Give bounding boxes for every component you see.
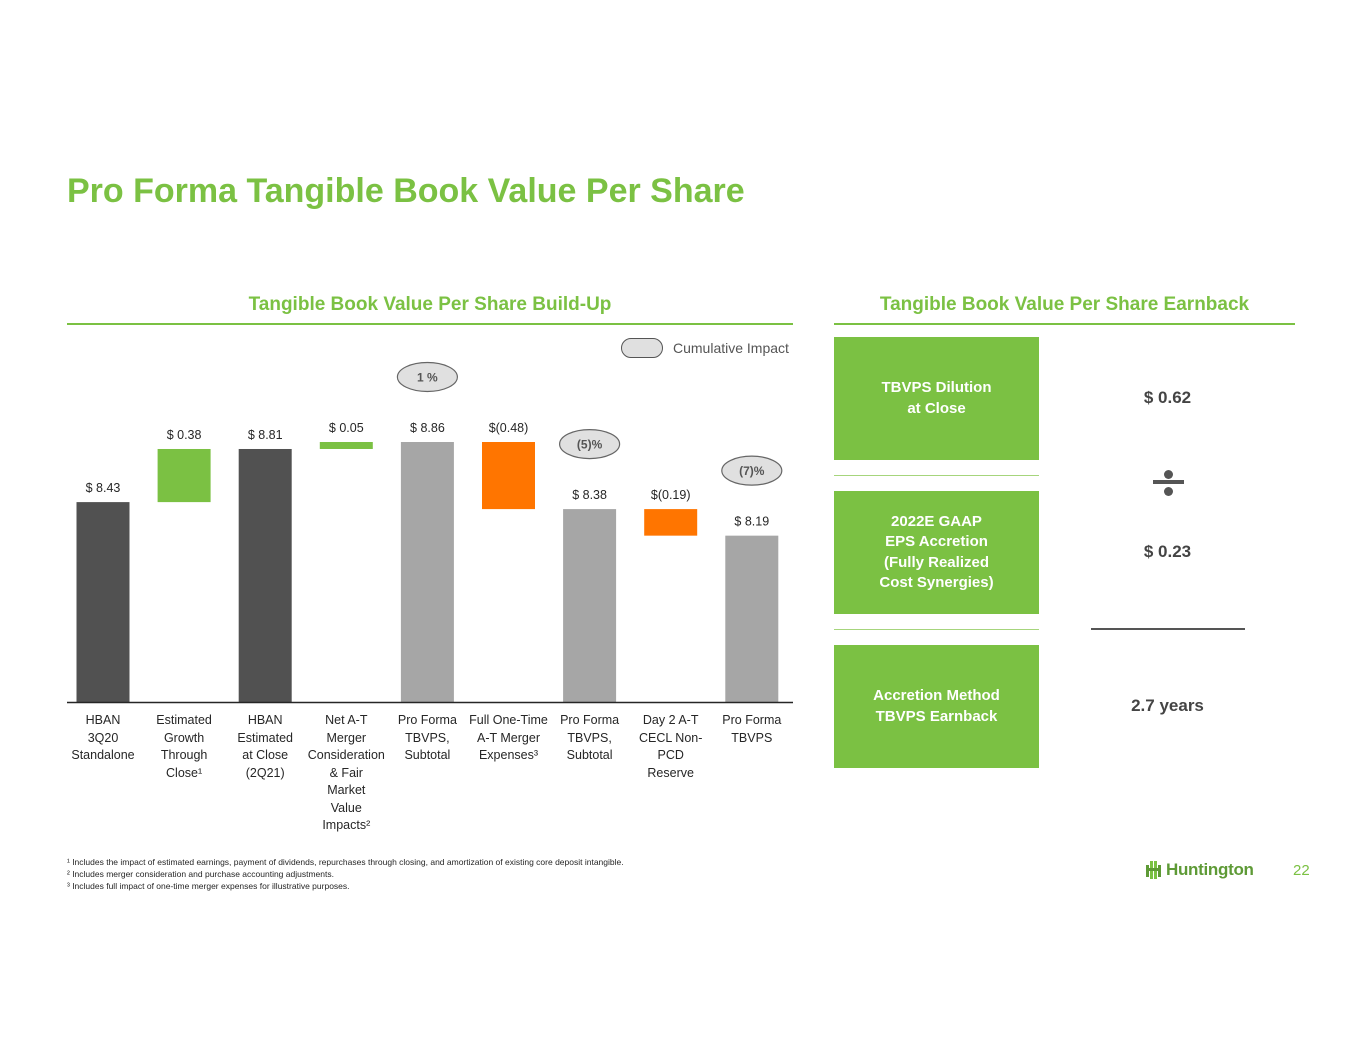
chart-bar — [644, 509, 698, 536]
category-label: HBAN 3Q20 Standalone — [71, 713, 135, 762]
divide-icon — [1152, 468, 1184, 498]
cumulative-impact-label: (5)% — [577, 438, 603, 452]
cumulative-impact-label: 1 % — [417, 371, 438, 385]
category-label: Full One-Time A-T Merger Expenses³ — [469, 713, 548, 762]
cumulative-impact-bubble — [558, 428, 621, 460]
cumulative-impact-bubble — [721, 455, 783, 486]
chart-bar — [563, 509, 617, 702]
logo-text: Huntington — [1166, 860, 1254, 879]
tbvps-dilution-box: TBVPS Dilution at Close — [834, 337, 1039, 460]
legend-bubble-swatch — [621, 338, 663, 358]
footnotes: ¹ Includes the impact of estimated earni… — [67, 856, 624, 892]
chart-bar — [157, 448, 211, 503]
chart-bar — [238, 448, 292, 702]
huntington-logo: Huntington — [1145, 858, 1254, 882]
category-label: Estimated Growth Through Close¹ — [156, 713, 212, 780]
category-label: Pro Forma TBVPS, Subtotal — [397, 713, 457, 762]
chart-bar — [76, 502, 130, 702]
fraction-line — [1091, 628, 1245, 630]
chart-bar — [725, 535, 779, 702]
footnote-1: ¹ Includes the impact of estimated earni… — [67, 857, 624, 867]
earnback-separator — [834, 475, 1039, 476]
legend-label: Cumulative Impact — [673, 340, 789, 356]
data-label: $ 8.43 — [86, 481, 121, 495]
page-title: Pro Forma Tangible Book Value Per Share — [67, 172, 745, 210]
data-label: $ 0.38 — [167, 428, 202, 442]
build-up-heading: Tangible Book Value Per Share Build-Up — [248, 294, 612, 315]
accretion-value: $ 0.23 — [1143, 542, 1192, 561]
dilution-value: $ 0.62 — [1143, 388, 1192, 407]
cumulative-impact-bubble — [396, 361, 458, 393]
chart-bar — [482, 442, 535, 510]
data-label: $ 8.19 — [734, 515, 769, 529]
data-label: $ 8.81 — [248, 428, 283, 442]
data-label: $ 8.86 — [410, 421, 445, 435]
data-label: $(0.19) — [651, 488, 691, 502]
earnback-heading: Tangible Book Value Per Share Earnback — [879, 294, 1250, 315]
data-label: $(0.48) — [489, 421, 529, 435]
page-number: 22 — [1293, 862, 1310, 879]
chart-bar — [319, 442, 373, 449]
eps-accretion-box: 2022E GAAP EPS Accretion (Fully Realized… — [834, 491, 1039, 614]
data-label: $ 8.38 — [572, 488, 607, 502]
chart-bar — [400, 442, 454, 702]
build-up-heading-rule — [67, 323, 793, 325]
data-label: $ 0.05 — [329, 421, 364, 435]
earnback-years-value: 2.7 years — [1131, 696, 1204, 715]
category-label: Day 2 A-T CECL Non- PCD Reserve — [638, 713, 703, 780]
footnote-3: ³ Includes full impact of one-time merge… — [67, 881, 350, 891]
chart-legend: Cumulative Impact — [621, 337, 789, 359]
cumulative-impact-label: (7)% — [739, 464, 765, 478]
huntington-logo-icon — [1146, 861, 1161, 879]
earnback-heading-rule — [834, 323, 1295, 325]
earnback-separator — [834, 629, 1039, 630]
category-label: Pro Forma TBVPS — [722, 713, 782, 745]
category-label: Pro Forma TBVPS, Subtotal — [560, 713, 620, 762]
footnote-2: ² Includes merger consideration and purc… — [67, 869, 334, 879]
earnback-method-box: Accretion Method TBVPS Earnback — [834, 645, 1039, 768]
category-label: Net A-T Merger Consideration & Fair Market Va… — [307, 713, 385, 832]
category-label: HBAN Estimated at Close (2Q21) — [237, 713, 293, 780]
